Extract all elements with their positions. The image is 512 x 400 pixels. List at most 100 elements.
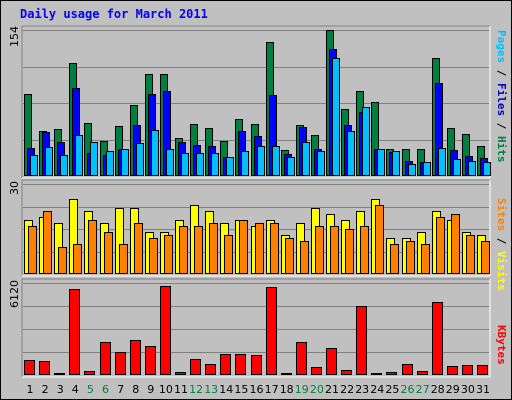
pages-bar: [257, 146, 265, 176]
pages-bar: [166, 149, 174, 176]
day-tick-label: 10: [159, 383, 173, 396]
kbytes-bar: [311, 367, 322, 375]
day-tick-label: 5: [87, 383, 94, 396]
kbytes-bar: [115, 352, 126, 375]
kbytes-bar: [266, 287, 277, 375]
sites-bar: [285, 238, 294, 274]
pages-bar: [30, 155, 38, 176]
kbytes-bar: [402, 364, 413, 375]
pages-bar: [121, 149, 129, 176]
pages-bar: [211, 153, 219, 176]
pages-bar: [347, 131, 355, 176]
sites-bar: [104, 232, 113, 274]
day-tick-label: 18: [280, 383, 294, 396]
kbytes-bar: [356, 306, 367, 375]
sites-bar: [149, 238, 158, 274]
day-tick-label: 23: [355, 383, 369, 396]
pages-bar: [483, 162, 491, 176]
kbytes-bar: [447, 366, 458, 375]
kbytes-bar: [24, 360, 35, 375]
sites-bar: [315, 226, 324, 274]
kbytes-bar: [281, 373, 292, 375]
pages-bar: [377, 149, 385, 176]
chart-title: Daily usage for March 2011: [20, 7, 208, 21]
sites-bar: [481, 241, 490, 274]
pages-bar: [151, 130, 159, 176]
kbytes-bar: [462, 365, 473, 375]
sites-bar: [119, 244, 128, 274]
pages-bar: [408, 164, 416, 176]
kbytes-bar: [100, 342, 111, 375]
day-tick-label: 14: [219, 383, 233, 396]
sites-bar: [209, 223, 218, 274]
day-tick-label: 15: [234, 383, 248, 396]
pages-bar: [453, 159, 461, 176]
sites-bar: [375, 205, 384, 274]
sites-bar: [360, 226, 369, 274]
sites-bar: [451, 214, 460, 274]
day-tick-label: 24: [370, 383, 384, 396]
day-tick-label: 2: [42, 383, 49, 396]
kbytes-bar: [235, 354, 246, 375]
kbytes-bar: [69, 289, 80, 375]
pages-bar: [181, 153, 189, 176]
kbytes-bar: [341, 370, 352, 375]
day-tick-label: 22: [340, 383, 354, 396]
kbytes-bar: [251, 355, 262, 375]
pages-bar: [90, 142, 98, 176]
day-tick-label: 12: [189, 383, 203, 396]
kbytes-bar: [145, 346, 156, 375]
pages-bar: [75, 135, 83, 176]
kbytes-bar: [160, 286, 171, 375]
pages-bar: [106, 151, 114, 176]
sites-bar: [466, 235, 475, 274]
kbytes-bar: [39, 361, 50, 375]
day-tick-label: 19: [295, 383, 309, 396]
pages-bar: [468, 161, 476, 176]
pages-bar: [136, 143, 144, 176]
kbytes-bar: [371, 373, 382, 375]
pages-bar: [287, 157, 295, 176]
pages-bar: [392, 151, 400, 176]
pages-bar: [317, 151, 325, 176]
day-tick-label: 16: [250, 383, 264, 396]
sites-bar: [239, 220, 248, 274]
day-tick-label: 21: [325, 383, 339, 396]
pages-bar: [332, 58, 340, 176]
sites-bar: [390, 244, 399, 274]
pages-bar: [438, 148, 446, 176]
day-tick-label: 4: [72, 383, 79, 396]
pages-bar: [302, 142, 310, 176]
sites-bar: [224, 235, 233, 274]
pages-bar: [423, 162, 431, 176]
sites-bar: [345, 229, 354, 274]
kbytes-bar: [432, 302, 443, 375]
day-tick-label: 13: [204, 383, 218, 396]
day-tick-label: 28: [431, 383, 445, 396]
kbytes-bar: [296, 342, 307, 375]
sites-bar: [73, 244, 82, 274]
kbytes-bar: [417, 371, 428, 375]
day-tick-label: 6: [102, 383, 109, 396]
kbytes-bar: [84, 371, 95, 375]
sites-bar: [43, 211, 52, 274]
pages-bar: [241, 151, 249, 176]
day-tick-label: 27: [416, 383, 430, 396]
sites-bar: [134, 223, 143, 274]
sites-bar: [270, 223, 279, 274]
sites-bar: [179, 226, 188, 274]
day-tick-label: 1: [27, 383, 34, 396]
pages-bar: [45, 147, 53, 176]
sites-bar: [88, 220, 97, 274]
sites-bar: [164, 235, 173, 274]
sites-bar: [406, 241, 415, 274]
day-tick-label: 3: [57, 383, 64, 396]
sites-bar: [28, 226, 37, 274]
pages-bar: [272, 146, 280, 176]
kbytes-bar: [54, 373, 65, 375]
sites-bar: [255, 223, 264, 274]
day-tick-label: 11: [174, 383, 188, 396]
pages-bar: [60, 155, 68, 176]
kbytes-bar: [326, 348, 337, 375]
